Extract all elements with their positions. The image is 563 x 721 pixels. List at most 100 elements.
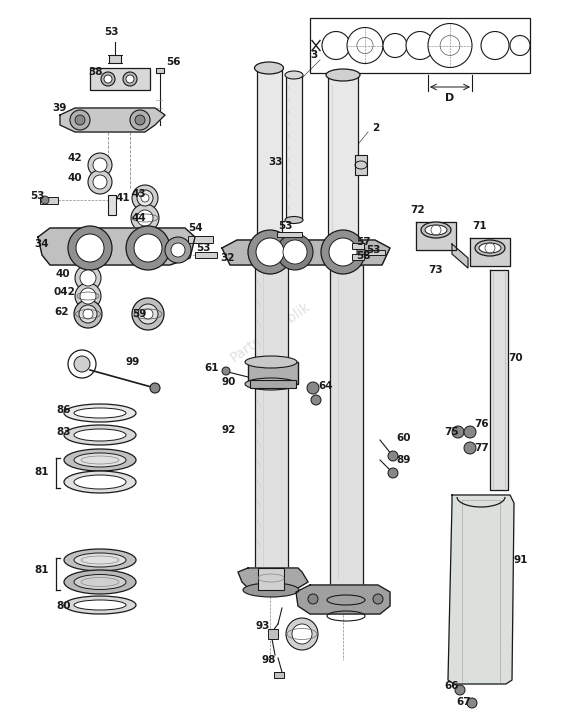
Text: 57: 57 — [356, 237, 370, 247]
Circle shape — [143, 309, 153, 319]
Circle shape — [321, 230, 365, 274]
Circle shape — [464, 442, 476, 454]
Bar — [108, 195, 116, 215]
Text: 64: 64 — [318, 381, 333, 391]
Circle shape — [248, 230, 292, 274]
Ellipse shape — [254, 238, 284, 248]
Polygon shape — [60, 108, 165, 132]
Circle shape — [481, 32, 509, 60]
Circle shape — [428, 24, 472, 68]
Circle shape — [93, 175, 107, 189]
Ellipse shape — [326, 69, 360, 81]
Text: 40: 40 — [56, 269, 70, 279]
Circle shape — [135, 115, 145, 125]
Text: 53: 53 — [104, 27, 118, 37]
Bar — [355, 155, 367, 175]
Bar — [277, 232, 302, 237]
Circle shape — [74, 300, 102, 328]
Text: 67: 67 — [456, 697, 471, 707]
Polygon shape — [222, 240, 390, 265]
Circle shape — [74, 356, 90, 372]
Ellipse shape — [243, 583, 299, 597]
Circle shape — [126, 226, 170, 270]
Circle shape — [222, 367, 230, 375]
Ellipse shape — [64, 425, 136, 445]
Ellipse shape — [64, 404, 136, 422]
Text: 44: 44 — [132, 213, 147, 223]
Circle shape — [141, 194, 149, 202]
Text: 39: 39 — [52, 103, 66, 113]
Circle shape — [171, 243, 185, 257]
Text: 92: 92 — [222, 425, 236, 435]
Text: 34: 34 — [34, 239, 48, 249]
Circle shape — [150, 383, 160, 393]
Bar — [109, 55, 121, 63]
Circle shape — [75, 265, 101, 291]
Polygon shape — [238, 568, 308, 588]
Text: 73: 73 — [428, 265, 443, 275]
Circle shape — [75, 115, 85, 125]
Circle shape — [137, 210, 153, 226]
Circle shape — [131, 204, 159, 232]
Text: 72: 72 — [410, 205, 425, 215]
Bar — [257, 68, 282, 243]
Bar — [248, 362, 298, 384]
Ellipse shape — [74, 429, 126, 441]
Circle shape — [80, 270, 96, 286]
Ellipse shape — [479, 243, 501, 253]
Ellipse shape — [425, 225, 447, 235]
Circle shape — [132, 298, 164, 330]
Text: 53: 53 — [196, 243, 211, 253]
Circle shape — [406, 32, 434, 60]
Text: 3: 3 — [310, 50, 317, 60]
Bar — [255, 265, 288, 575]
Circle shape — [134, 234, 162, 262]
Bar — [310, 18, 530, 73]
Ellipse shape — [74, 408, 126, 418]
Text: 61: 61 — [204, 363, 218, 373]
Bar — [365, 250, 385, 255]
Circle shape — [130, 110, 150, 130]
Text: 81: 81 — [34, 467, 48, 477]
Ellipse shape — [74, 575, 126, 590]
Circle shape — [132, 185, 158, 211]
Circle shape — [286, 618, 318, 650]
Text: 2: 2 — [372, 123, 379, 133]
Bar — [352, 243, 364, 249]
Text: 60: 60 — [396, 433, 410, 443]
Circle shape — [452, 426, 464, 438]
Ellipse shape — [74, 475, 126, 489]
Text: 42: 42 — [68, 153, 83, 163]
Text: 83: 83 — [56, 427, 70, 437]
Text: PartsRepublik: PartsRepublik — [227, 298, 313, 365]
Circle shape — [510, 35, 530, 56]
Circle shape — [165, 237, 191, 263]
Circle shape — [283, 240, 307, 264]
Circle shape — [322, 32, 350, 60]
Circle shape — [70, 110, 90, 130]
Ellipse shape — [421, 222, 451, 238]
Ellipse shape — [74, 600, 126, 610]
Text: 75: 75 — [444, 427, 459, 437]
Ellipse shape — [285, 216, 303, 224]
Text: 91: 91 — [514, 555, 528, 565]
Circle shape — [41, 196, 49, 204]
Circle shape — [308, 594, 318, 604]
Circle shape — [388, 451, 398, 461]
Bar — [274, 672, 284, 678]
Circle shape — [307, 382, 319, 394]
Circle shape — [373, 594, 383, 604]
Polygon shape — [490, 270, 508, 490]
Ellipse shape — [74, 453, 126, 467]
Circle shape — [137, 190, 153, 206]
Text: 33: 33 — [268, 157, 283, 167]
Text: 70: 70 — [508, 353, 522, 363]
Text: 71: 71 — [472, 221, 486, 231]
Circle shape — [88, 170, 112, 194]
Text: 56: 56 — [166, 57, 181, 67]
Text: 99: 99 — [126, 357, 140, 367]
Ellipse shape — [245, 356, 297, 368]
Text: 80: 80 — [56, 601, 70, 611]
Bar — [268, 629, 278, 639]
Text: 042: 042 — [54, 287, 76, 297]
